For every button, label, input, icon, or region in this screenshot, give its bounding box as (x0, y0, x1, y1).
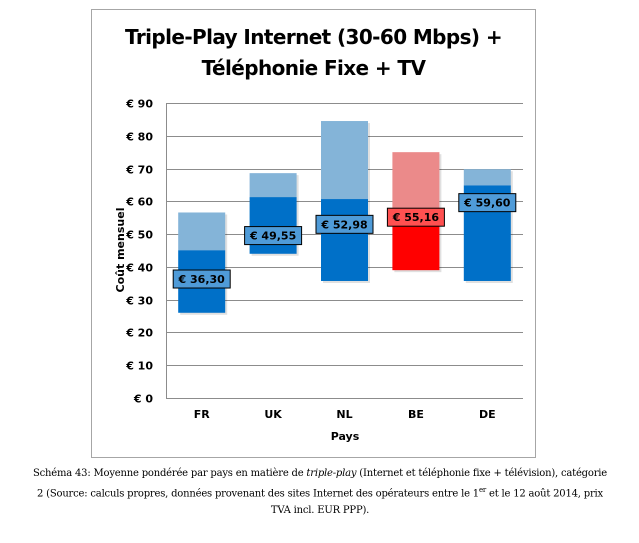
caption-italic: triple-play (306, 468, 357, 479)
data-label-box (244, 226, 303, 246)
caption-line3: TVA incl. EUR PPP). (270, 505, 370, 517)
y-tick-label: € 40 (125, 262, 153, 275)
x-tick-label: NL (336, 408, 352, 421)
x-tick-label: FR (194, 408, 211, 421)
data-label-box (386, 207, 445, 227)
data-label: € 59,60 (463, 197, 511, 210)
caption-line2-a: 2 (Source: calculs propres, données prov… (37, 488, 479, 500)
data-label-box (458, 193, 517, 213)
bar-lower-range (249, 197, 297, 254)
bar-lower-range (321, 199, 368, 281)
y-tick-label: € 0 (133, 393, 153, 406)
y-tick-label: € 30 (125, 295, 153, 308)
caption-sup: er (478, 486, 487, 494)
y-axis-label: Coût mensuel (114, 208, 127, 293)
data-label: € 49,55 (249, 230, 296, 243)
data-label: € 55,16 (392, 211, 440, 224)
chart-frame (91, 9, 536, 458)
data-label-box (172, 269, 231, 289)
bar-upper-range (321, 121, 368, 200)
y-tick-label: € 80 (125, 131, 153, 144)
y-tick-label: € 10 (125, 360, 153, 373)
data-label: € 52,98 (320, 218, 367, 231)
chart-title-line-2: Téléphonie Fixe + TV (201, 56, 426, 80)
figure-caption: Schéma 43: Moyenne pondérée par pays en … (20, 465, 620, 519)
chart-title-line-1: Triple-Play Internet (30-60 Mbps) + (125, 25, 503, 49)
caption-line2-b: et le 12 août 2014, prix (486, 488, 603, 500)
bar-upper-range (178, 212, 226, 251)
chart-title: Triple-Play Internet (30-60 Mbps) + Télé… (91, 22, 536, 84)
y-tick-label: € 60 (125, 196, 153, 209)
bar-upper-range (463, 169, 511, 186)
x-tick-label: UK (264, 408, 282, 421)
data-label: € 36,30 (178, 273, 226, 286)
y-tick-label: € 50 (125, 229, 153, 242)
x-tick-label: DE (479, 408, 496, 421)
y-tick-label: € 20 (125, 327, 153, 340)
x-tick-label: BE (408, 408, 424, 421)
bar-upper-range (249, 173, 297, 198)
y-tick-label: € 70 (125, 164, 153, 177)
y-tick-label: € 90 (125, 98, 153, 111)
data-label-box (315, 214, 374, 234)
x-axis-label: Pays (331, 430, 360, 443)
caption-line1-rest: (Internet et téléphonie fixe + télévisio… (356, 468, 607, 479)
caption-prefix: Schéma 43: Moyenne pondérée par pays en … (32, 468, 307, 479)
bar-upper-range (392, 152, 440, 218)
